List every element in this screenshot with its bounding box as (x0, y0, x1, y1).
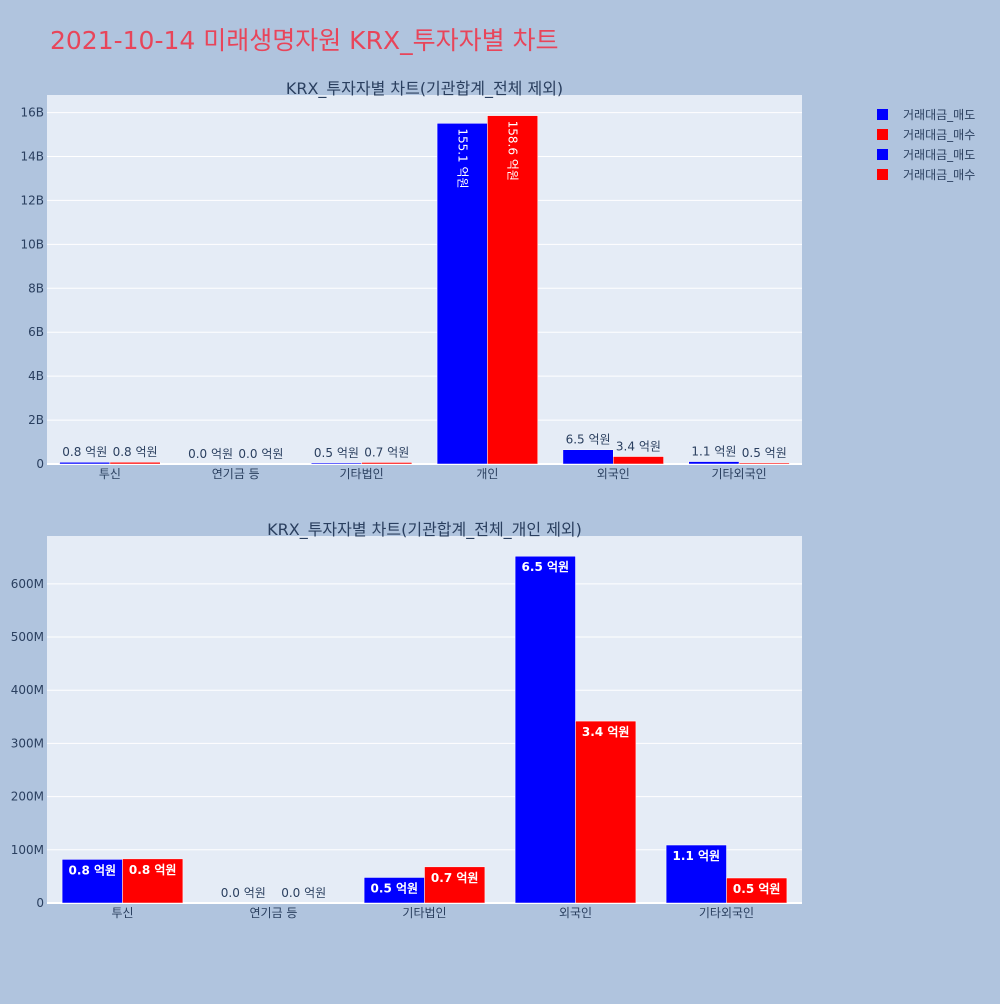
y-tick-label: 300M (11, 736, 44, 750)
data-label: 0.8 억원 (69, 863, 117, 877)
data-label: 1.1 억원 (691, 445, 736, 459)
x-tick-label: 기타법인 (339, 467, 383, 481)
chart-title: KRX_투자자별 차트(기관합계_전체_개인 제외) (267, 520, 582, 540)
x-tick-label: 기타외국인 (711, 467, 766, 481)
legend-label[interactable]: 거래대금_매도 (903, 148, 975, 162)
y-tick-label: 600M (11, 577, 44, 591)
y-tick-label: 100M (11, 843, 44, 857)
data-label: 0.0 억원 (221, 886, 266, 900)
bar[interactable] (562, 449, 614, 465)
y-tick-label: 4B (28, 369, 44, 383)
bar[interactable] (487, 115, 538, 465)
legend-label[interactable]: 거래대금_매도 (903, 108, 975, 122)
y-tick-label: 200M (11, 790, 44, 804)
data-label: 6.5 억원 (522, 560, 570, 574)
bar[interactable] (361, 462, 413, 465)
bar[interactable] (109, 461, 161, 465)
data-label: 0.8 억원 (62, 445, 107, 459)
data-label: 0.0 억원 (281, 886, 326, 900)
y-tick-label: 6B (28, 325, 44, 339)
y-tick-label: 0 (36, 896, 44, 910)
legend-swatch (877, 169, 888, 180)
plot-area (47, 95, 802, 464)
bar[interactable] (122, 858, 184, 904)
data-label: 0.0 억원 (188, 447, 233, 461)
data-label: 3.4 억원 (616, 440, 661, 454)
data-label: 158.6 억원 (506, 121, 520, 181)
x-tick-label: 투신 (111, 906, 133, 920)
page-title: 2021-10-14 미래생명자원 KRX_투자자별 차트 (50, 26, 559, 55)
legend-label[interactable]: 거래대금_매수 (903, 128, 975, 142)
data-label: 0.8 억원 (113, 445, 158, 459)
data-label: 155.1 억원 (455, 128, 469, 188)
bar[interactable] (688, 461, 740, 465)
data-label: 6.5 억원 (566, 433, 611, 447)
data-label: 0.0 억원 (238, 447, 283, 461)
y-tick-label: 14B (20, 150, 44, 164)
chart-title: KRX_투자자별 차트(기관합계_전체 제외) (286, 79, 563, 99)
y-tick-label: 500M (11, 630, 44, 644)
x-tick-label: 개인 (476, 467, 498, 481)
bar[interactable] (575, 720, 637, 904)
x-tick-label: 외국인 (597, 467, 630, 481)
bar[interactable] (665, 844, 727, 904)
bar[interactable] (738, 462, 790, 465)
x-tick-label: 투신 (99, 467, 121, 481)
data-label: 0.7 억원 (364, 445, 409, 459)
data-label: 0.7 억원 (431, 871, 479, 885)
chart-panel-1: KRX_투자자별 차트(기관합계_전체 제외) 0 2B 4B 6B 8B 10B 12B 14… (20, 79, 802, 481)
bar[interactable] (363, 877, 425, 904)
y-tick-label: 10B (20, 237, 44, 251)
bar[interactable] (61, 859, 123, 904)
bar[interactable] (424, 866, 486, 904)
bar[interactable] (514, 555, 576, 904)
chart-panel-2: KRX_투자자별 차트(기관합계_전체_개인 제외) 0 100M 200M 300M 4… (11, 520, 802, 920)
data-label: 0.5 억원 (742, 446, 787, 460)
legend-swatch (877, 149, 888, 160)
data-label: 1.1 억원 (673, 849, 721, 863)
legend-label[interactable]: 거래대금_매수 (903, 168, 975, 182)
x-tick-label: 외국인 (559, 906, 592, 920)
legend-swatch (877, 129, 888, 140)
data-label: 0.8 억원 (129, 863, 177, 877)
y-tick-label: 2B (28, 413, 44, 427)
data-label: 0.5 억원 (733, 882, 781, 896)
y-tick-label: 16B (20, 106, 44, 120)
bar[interactable] (726, 877, 788, 904)
y-tick-label: 12B (20, 193, 44, 207)
bar[interactable] (311, 462, 362, 465)
x-tick-label: 연기금 등 (250, 906, 298, 920)
data-label: 0.5 억원 (314, 446, 359, 460)
plot-area (47, 536, 802, 903)
data-label: 0.5 억원 (371, 881, 419, 895)
bar[interactable] (613, 456, 664, 465)
bar[interactable] (59, 461, 111, 465)
x-tick-label: 기타법인 (402, 906, 446, 920)
y-tick-label: 400M (11, 683, 44, 697)
legend-swatch (877, 109, 888, 120)
data-label: 3.4 억원 (582, 725, 630, 739)
y-tick-label: 0 (36, 457, 44, 471)
x-tick-label: 연기금 등 (212, 467, 260, 481)
x-tick-label: 기타외국인 (699, 906, 754, 920)
y-tick-label: 8B (28, 281, 44, 295)
